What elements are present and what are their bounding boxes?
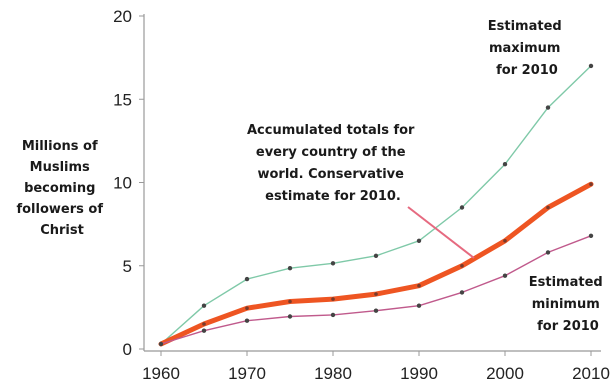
annotation-minimum: Estimated minimum for 2010 xyxy=(529,275,607,334)
series-line-maximum xyxy=(160,65,592,345)
y-axis-label-line: becoming xyxy=(24,181,95,196)
data-point-conservative xyxy=(374,292,378,296)
x-tick-label: 1990 xyxy=(400,364,438,383)
data-point-conservative xyxy=(589,182,593,186)
y-tick-label: 5 xyxy=(123,257,132,276)
annotation-line: for 2010 xyxy=(537,319,599,334)
annotation-line: maximum xyxy=(489,41,561,56)
x-tick-label: 1960 xyxy=(142,364,180,383)
y-axis-label-line: Millions of xyxy=(22,139,98,154)
data-point-maximum xyxy=(502,162,508,167)
data-point-minimum xyxy=(588,233,594,238)
data-point-conservative xyxy=(417,283,421,288)
data-point-conservative xyxy=(503,239,507,243)
annotation-line: minimum xyxy=(532,297,600,312)
data-point-minimum xyxy=(330,312,336,318)
annotation-line: world. Conservative xyxy=(257,167,404,182)
annotation-maximum: Estimated maximum for 2010 xyxy=(488,19,566,78)
data-point-conservative xyxy=(460,264,464,268)
series-line-minimum xyxy=(160,235,592,345)
data-point-minimum xyxy=(502,273,508,278)
x-tick-label: 2010 xyxy=(572,364,610,383)
data-point-maximum xyxy=(287,266,293,271)
annotation-line: every country of the xyxy=(256,145,406,160)
y-tick-label: 0 xyxy=(123,340,132,359)
data-point-conservative xyxy=(331,297,335,301)
data-point-minimum xyxy=(287,314,293,319)
data-point-maximum xyxy=(588,63,594,69)
data-point-maximum xyxy=(545,105,551,110)
annotation-line: estimate for 2010. xyxy=(265,189,401,204)
data-point-conservative xyxy=(202,322,206,326)
axes: 0 5 10 15 20 1960 1970 1980 1990 2000 2010 xyxy=(113,7,610,383)
data-point-minimum xyxy=(416,303,422,308)
data-point-minimum xyxy=(459,290,465,295)
annotation-line: Estimated xyxy=(529,275,603,290)
x-tick-label: 1980 xyxy=(314,364,352,383)
y-axis-label: Millions of Muslims becoming followers o… xyxy=(16,139,107,238)
data-point-maximum xyxy=(416,238,422,243)
x-tick-label: 1970 xyxy=(228,364,266,383)
data-point-minimum xyxy=(545,250,551,255)
y-tick-label: 10 xyxy=(113,174,132,193)
annotation-line: Estimated xyxy=(488,19,562,34)
annotation-conservative: Accumulated totals for every country of … xyxy=(247,123,419,204)
y-tick-label: 20 xyxy=(113,7,132,26)
data-point-conservative xyxy=(288,299,292,304)
y-axis-label-line: followers of xyxy=(16,202,103,217)
data-point-maximum xyxy=(373,253,379,258)
data-point-minimum xyxy=(373,308,379,313)
data-point-minimum xyxy=(201,328,207,333)
x-tick-label: 2000 xyxy=(486,364,524,383)
data-point-maximum xyxy=(244,276,250,282)
data-point-maximum xyxy=(459,205,465,210)
annotation-pointer xyxy=(407,206,475,259)
data-point-maximum xyxy=(201,303,207,308)
data-point-minimum xyxy=(244,318,250,323)
annotation-line: for 2010 xyxy=(496,63,558,78)
annotation-line: Accumulated totals for xyxy=(247,123,415,138)
data-point-conservative xyxy=(245,306,249,311)
data-point-maximum xyxy=(330,261,336,266)
series-group xyxy=(158,63,594,347)
data-point-minimum xyxy=(158,341,164,347)
y-axis-label-line: Muslims xyxy=(30,160,90,175)
y-tick-label: 15 xyxy=(113,90,132,109)
y-axis-label-line: Christ xyxy=(40,223,84,238)
data-point-conservative xyxy=(546,205,550,210)
